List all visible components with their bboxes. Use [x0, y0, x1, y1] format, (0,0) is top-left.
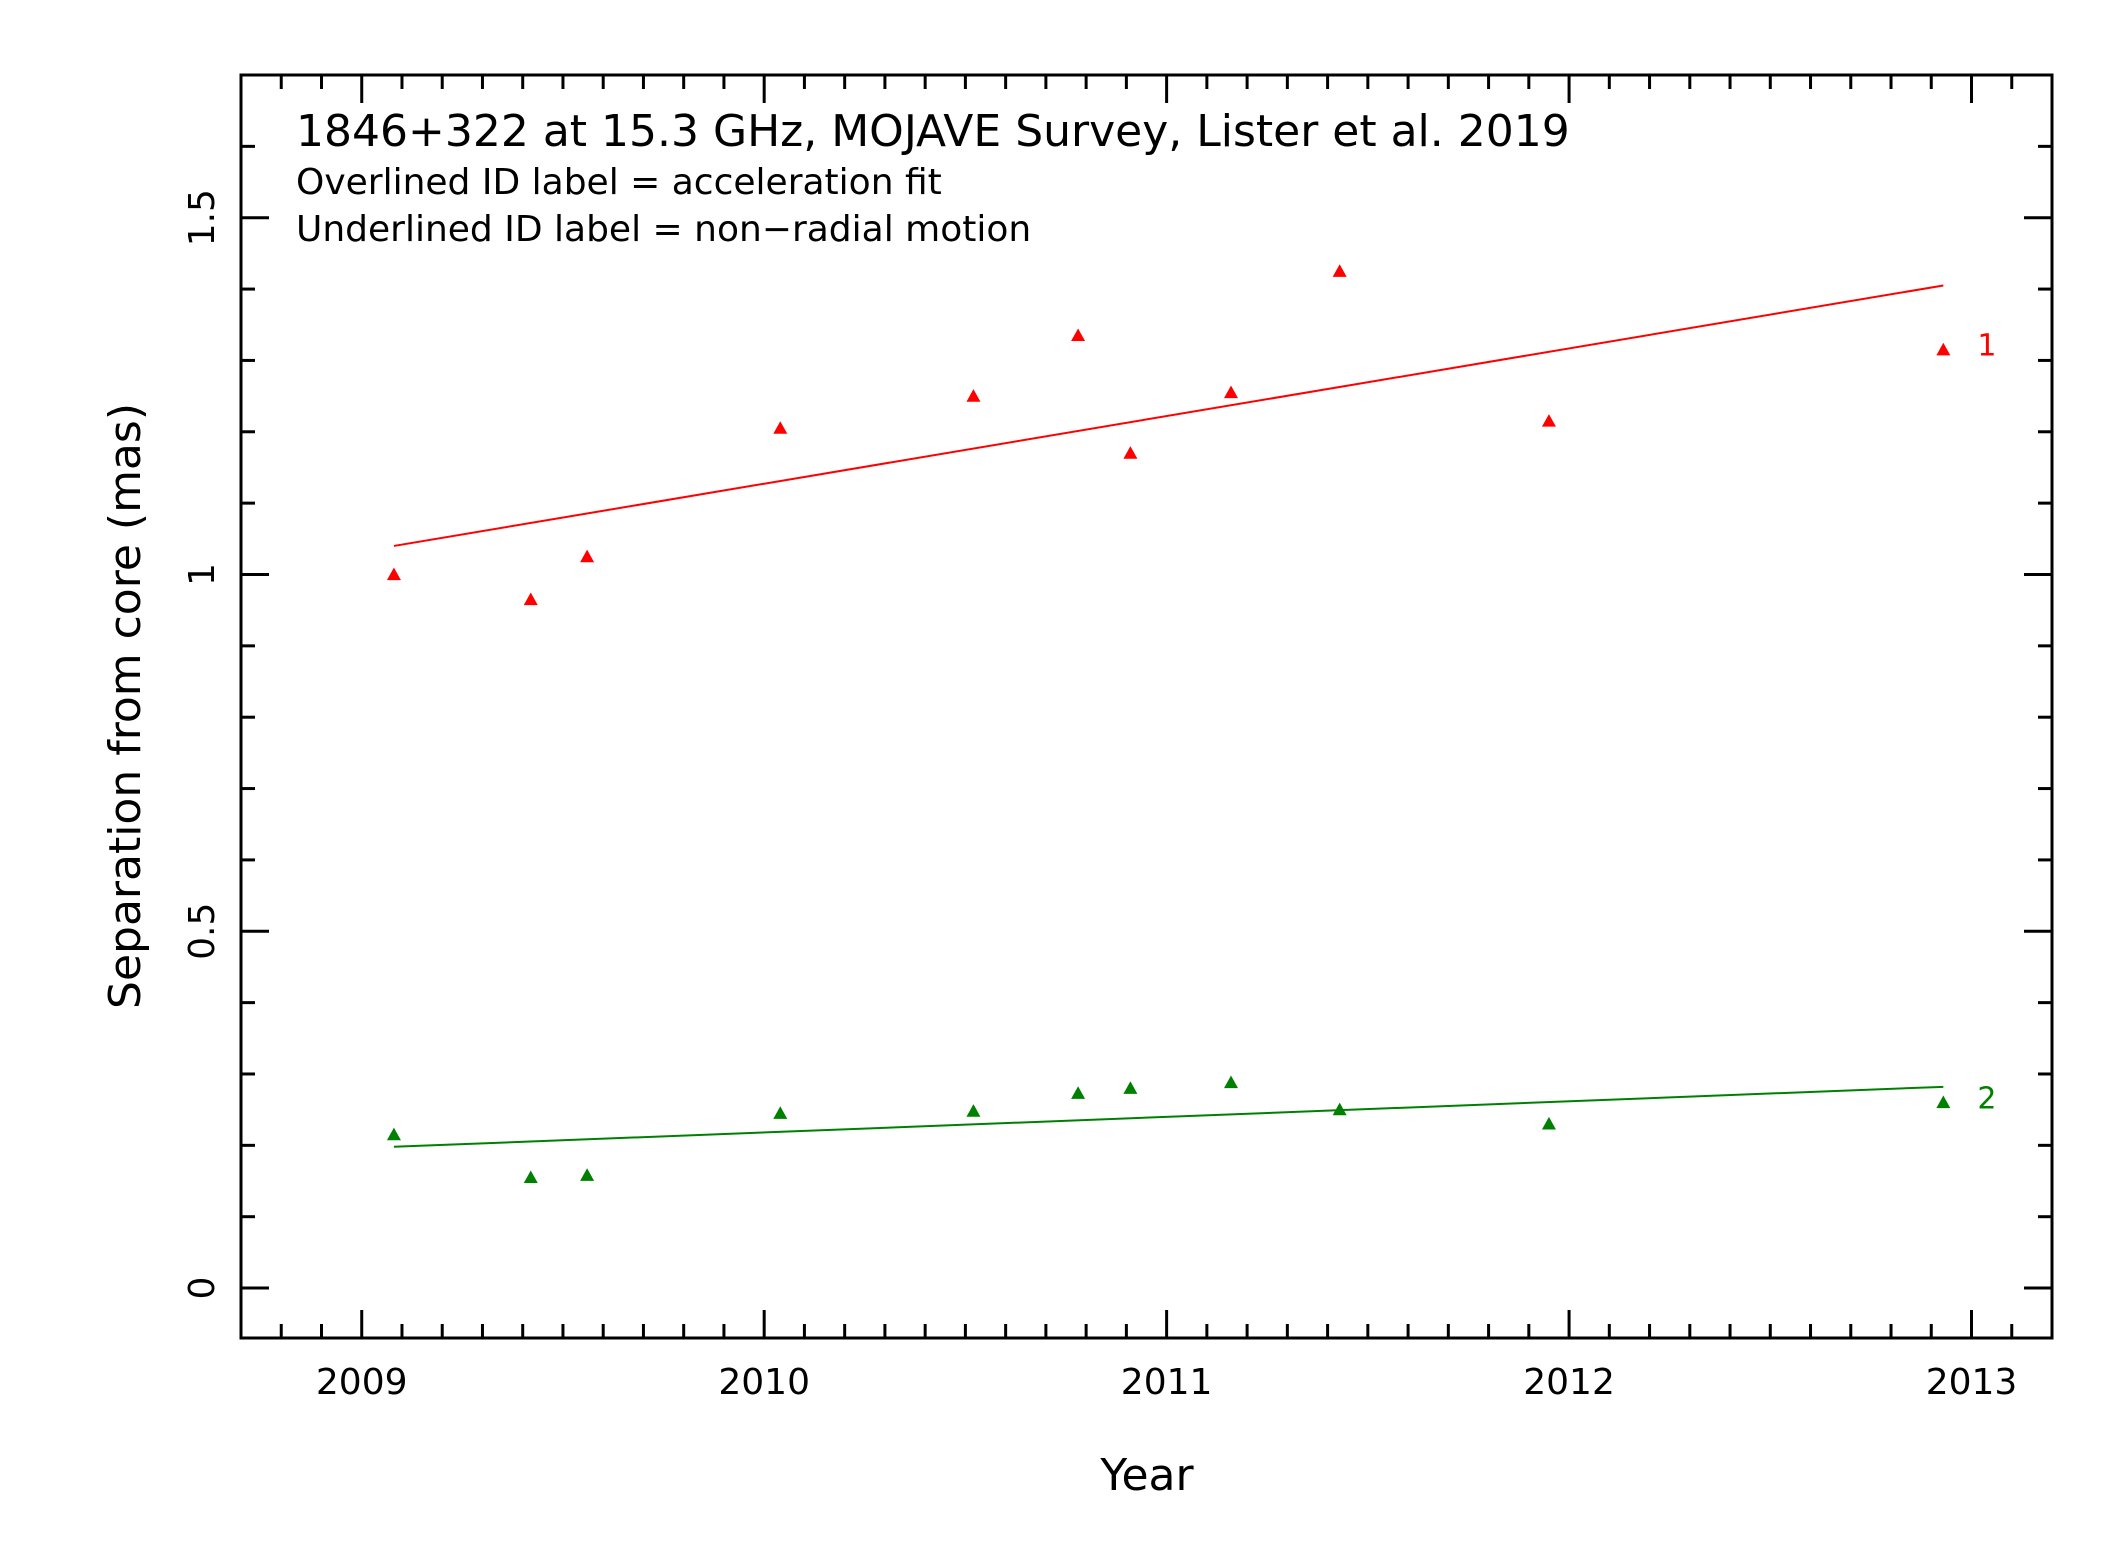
data-point-series-1 [1541, 414, 1556, 427]
plot-frame [239, 73, 2054, 1340]
data-point-series-1 [523, 592, 538, 606]
data-point-series-1 [386, 567, 401, 581]
data-point-series-1 [1071, 328, 1086, 342]
series-label-1: 1 [1977, 329, 1996, 364]
data-point-series-2 [1936, 1095, 1951, 1109]
fit-line-1 [393, 284, 1944, 547]
data-point-series-2 [1123, 1081, 1138, 1094]
data-point-series-1 [773, 421, 788, 434]
y-tick-label: 0 [182, 1277, 223, 1300]
y-tick-label: 1.5 [182, 189, 223, 246]
chart-annotation-underline: Underlined ID label = non−radial motion [296, 209, 1031, 250]
data-point-series-1 [966, 389, 981, 402]
data-point-series-2 [523, 1170, 538, 1184]
x-tick-label: 2012 [1523, 1362, 1615, 1403]
data-point-series-2 [1224, 1075, 1239, 1089]
data-point-series-2 [966, 1104, 981, 1117]
data-point-series-1 [1936, 342, 1951, 356]
data-point-series-1 [580, 549, 595, 563]
data-point-series-2 [773, 1106, 788, 1119]
data-point-series-2 [386, 1127, 401, 1141]
axis-ticks [239, 73, 2054, 1338]
chart-annotation-overline: Overlined ID label = acceleration fit [296, 162, 942, 203]
y-tick-label: 0.5 [182, 903, 223, 960]
x-tick-label: 2009 [316, 1362, 408, 1403]
data-point-series-2 [580, 1168, 595, 1181]
data-point-series-2 [1071, 1086, 1086, 1099]
data-point-series-2 [1332, 1102, 1347, 1116]
data-point-series-2 [1541, 1116, 1556, 1130]
y-axis-label: Separation from core (mas) [100, 403, 151, 1009]
data-point-series-1 [1123, 446, 1138, 459]
data-points [386, 264, 1951, 1184]
series-label-2: 2 [1977, 1082, 1996, 1117]
y-tick-label: 1 [182, 563, 223, 586]
x-tick-label: 2011 [1121, 1362, 1213, 1403]
tick-labels: 2009 2010 2011 2012 2013 0 0.5 1 1.5 1 2 [182, 189, 2017, 1403]
x-tick-label: 2013 [1926, 1362, 2018, 1403]
x-axis-label: Year [1099, 1450, 1194, 1501]
data-point-series-1 [1224, 385, 1239, 399]
data-point-series-1 [1332, 264, 1347, 277]
fit-lines [393, 284, 1944, 1148]
x-tick-label: 2010 [718, 1362, 810, 1403]
chart-annotation-title: 1846+322 at 15.3 GHz, MOJAVE Survey, Lis… [296, 106, 1570, 157]
fit-line-2 [393, 1085, 1944, 1148]
